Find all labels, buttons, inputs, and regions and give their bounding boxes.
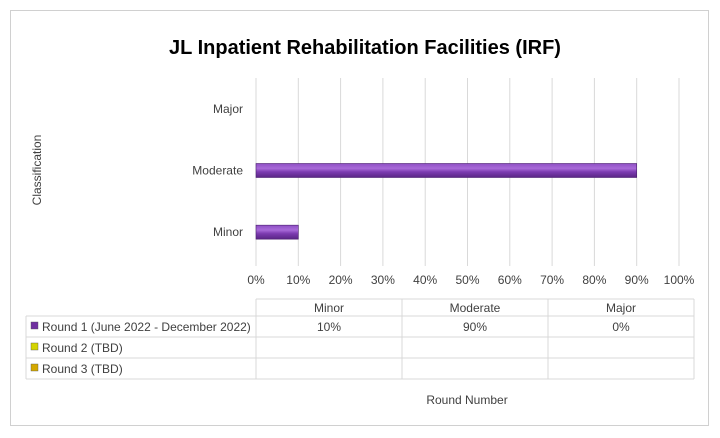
legend-label: Round 2 (TBD) (42, 341, 123, 355)
legend-swatch (30, 321, 39, 330)
x-tick-label: 10% (286, 273, 310, 287)
x-tick-label: 20% (329, 273, 353, 287)
chart-frame (10, 10, 709, 426)
bar-minor (255, 224, 299, 240)
table-header: Minor (314, 301, 344, 315)
table-cell: 90% (463, 320, 487, 334)
x-tick-label: 50% (455, 273, 479, 287)
category-label: Moderate (192, 164, 243, 178)
table-cell: 0% (612, 320, 630, 334)
x-tick-label: 70% (540, 273, 564, 287)
x-tick-label: 40% (413, 273, 437, 287)
x-axis-label: Round Number (426, 393, 507, 407)
table-cell: 10% (317, 320, 341, 334)
table-header: Major (606, 301, 636, 315)
legend-swatch (30, 363, 39, 372)
category-label: Minor (213, 225, 243, 239)
y-axis-label: Classification (30, 135, 44, 206)
x-tick-label: 60% (498, 273, 522, 287)
x-tick-label: 90% (625, 273, 649, 287)
bar-moderate (255, 163, 638, 178)
legend-label: Round 1 (June 2022 - December 2022) (42, 320, 251, 334)
x-tick-label: 30% (371, 273, 395, 287)
legend-label: Round 3 (TBD) (42, 362, 123, 376)
table-header: Moderate (450, 301, 501, 315)
x-tick-label: 80% (582, 273, 606, 287)
x-tick-label: 0% (247, 273, 265, 287)
chart-title: JL Inpatient Rehabilitation Facilities (… (169, 37, 561, 59)
x-tick-label: 100% (664, 273, 695, 287)
category-label: Major (213, 102, 243, 116)
legend-swatch (30, 342, 39, 351)
